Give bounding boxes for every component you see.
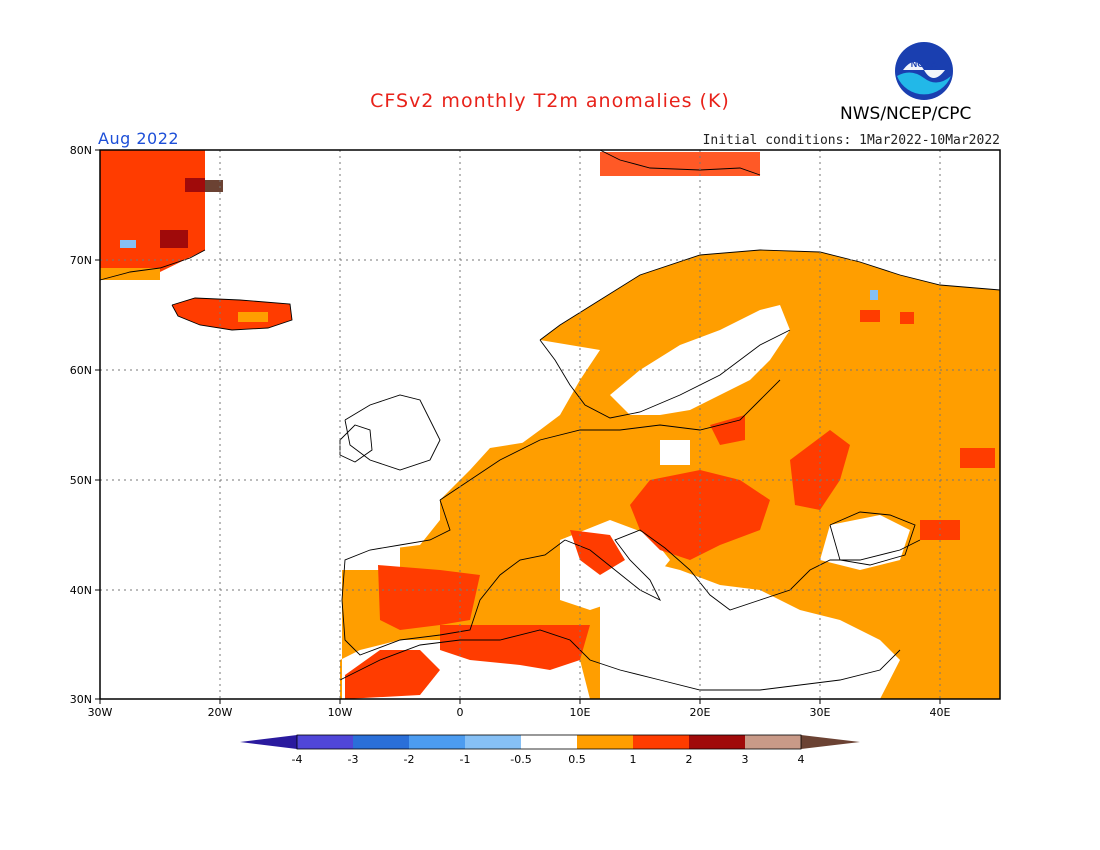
lat-label: 40N [70,584,92,597]
greenland-cool-patch [120,240,136,248]
initial-conditions: Initial conditions: 1Mar2022-10Mar2022 [702,133,1000,148]
colorbar-label: 4 [798,753,805,766]
colorbar-swatch [577,735,633,749]
poland-white [660,440,690,465]
lat-ticks [95,149,100,700]
sahara-white-1 [455,665,495,699]
ireland-coast [339,424,373,463]
iceland-orange [238,312,268,322]
colorbar-label: 2 [686,753,693,766]
colorbar-label: 0.5 [568,753,586,766]
lon-label: 30E [810,706,831,719]
lat-label: 60N [70,364,92,377]
lon-ticks [99,699,941,704]
colorbar-label: 1 [630,753,637,766]
colorbar-swatch [633,735,689,749]
lon-label: 20W [208,706,233,719]
mediterranean-north-coast [564,529,921,611]
colorbar-label: 3 [742,753,749,766]
russia-red-patch [960,448,995,468]
map-title: CFSv2 monthly T2m anomalies (K) [370,90,730,112]
iberia-coast [341,499,566,656]
colorbar-right-arrow [801,735,860,749]
morocco-red [345,650,440,699]
lon-label: 30W [88,706,113,719]
france-orange [440,440,560,545]
svalbard-coast [599,149,761,176]
black-sea-coast [829,511,916,566]
mediterranean-white [600,560,900,699]
bay-white [340,540,400,570]
colorbar-swatch [689,735,745,749]
italy-red [570,530,625,575]
lat-label: 30N [70,693,92,706]
colorbar-swatch [297,735,353,749]
africa-coast [339,629,901,691]
map-frame [99,149,1001,700]
baltic-coast [439,379,781,501]
colorbar-swatch [409,735,465,749]
gridlines [100,150,1000,699]
kola-red-patch [860,310,880,322]
lat-label: 50N [70,474,92,487]
colorbar-label: -3 [348,753,359,766]
colorbar-swatch [465,735,521,749]
colorbar-swatch [521,735,577,749]
north-africa-red [440,625,590,670]
greenland-brown-patch [205,180,223,192]
colorbar-label: -1 [460,753,471,766]
lon-label: 40E [930,706,951,719]
colorbar-label: -2 [404,753,415,766]
scandinavia-coast [539,329,791,419]
colorbar-label: -4 [292,753,303,766]
lon-label: 10W [328,706,353,719]
black-sea-white [820,515,910,570]
anomaly-fill [100,150,1000,699]
colorbar-swatch [745,735,801,749]
uk-coast [344,394,441,471]
lon-label: 20E [690,706,711,719]
europe-orange-field [340,250,1000,699]
colorbar-swatch [353,735,409,749]
iceland-coast [171,297,293,331]
logo-text: NOAA [911,59,938,69]
noaa-logo: NOAA [895,42,953,100]
lat-label: 70N [70,254,92,267]
greenland-dark-patch-2 [160,230,188,248]
greenland-dark-patch [185,178,205,192]
lat-label: 80N [70,144,92,157]
kola-cool-patch [870,290,878,300]
coastlines [99,149,1001,691]
baltic-red [710,415,745,445]
lon-label: 10E [570,706,591,719]
greenland-coast [99,249,206,281]
svalbard-anomaly [600,152,760,176]
colorbar [240,734,860,750]
valid-month: Aug 2022 [98,129,180,148]
colorbar-left-arrow [240,735,297,749]
lon-label: 0 [457,706,464,719]
greenland-orange-edge [100,268,160,280]
organization-label: NWS/NCEP/CPC [840,104,972,124]
colorbar-label: -0.5 [510,753,531,766]
north-coast [539,249,1001,341]
central-europe-red [630,470,770,560]
iberia-red [378,565,480,630]
kola-red-patch-2 [900,312,914,324]
